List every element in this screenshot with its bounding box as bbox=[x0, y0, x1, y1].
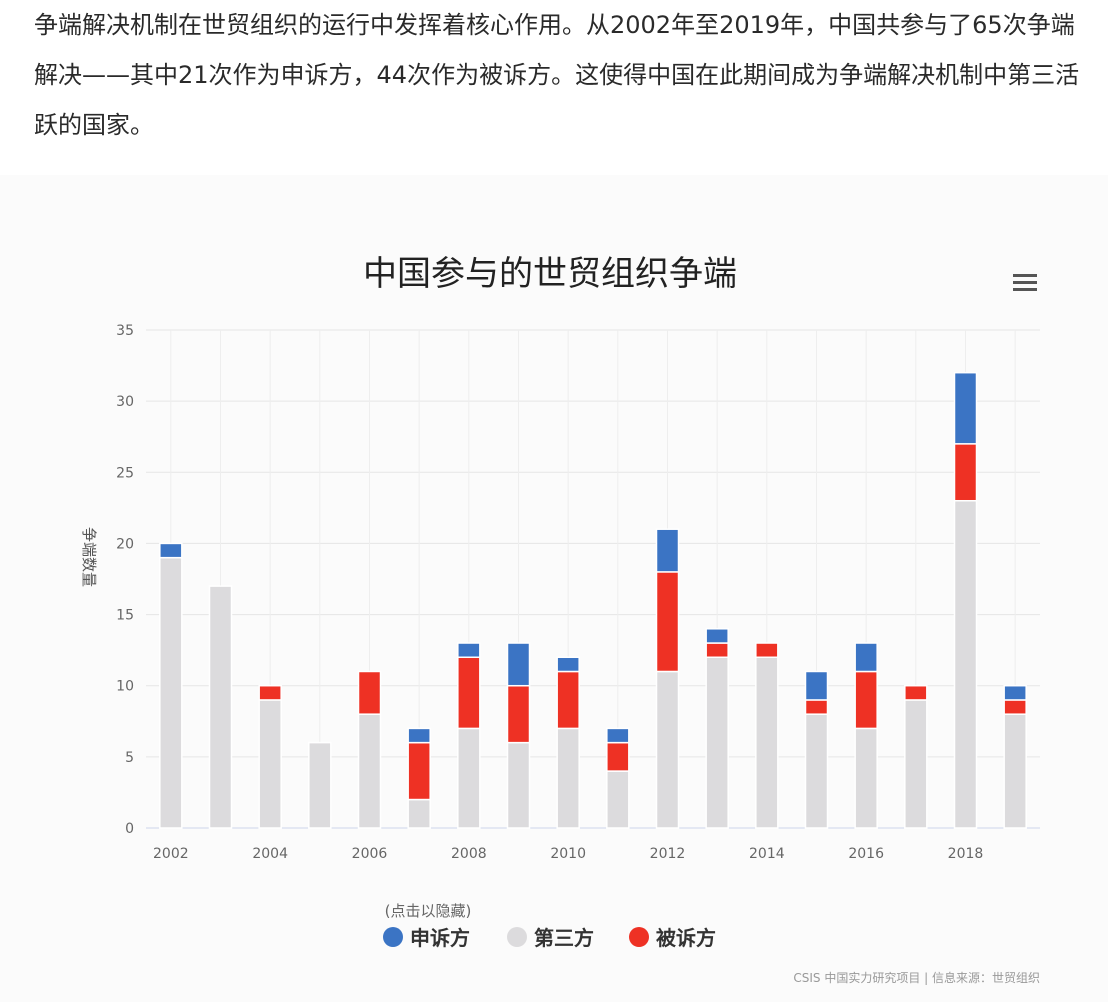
respondent-bar[interactable] bbox=[606, 741, 630, 772]
intro-paragraph: 争端解决机制在世贸组织的运行中发挥着核心作用。从2002年至2019年，中国共参… bbox=[34, 11, 1080, 139]
complainant-bar[interactable] bbox=[556, 656, 580, 673]
third-party-bar[interactable] bbox=[904, 699, 928, 829]
third-party-bar[interactable] bbox=[1003, 713, 1027, 829]
respondent-bar[interactable] bbox=[655, 571, 680, 673]
hamburger-menu-icon[interactable] bbox=[1013, 274, 1037, 291]
third-party-bar[interactable] bbox=[705, 656, 729, 829]
y-tick-labels: 0 5 10 15 20 25 30 35 bbox=[116, 323, 134, 837]
y-axis-label: 争端数量 bbox=[80, 527, 98, 587]
x-tick-label: 2012 bbox=[650, 846, 686, 862]
respondent-bar[interactable] bbox=[357, 670, 382, 715]
respondent-bar[interactable] bbox=[1003, 699, 1027, 715]
y-tick-label: 30 bbox=[116, 394, 134, 410]
respondent-bar[interactable] bbox=[804, 699, 829, 715]
legend-marker bbox=[507, 927, 527, 947]
legend-item-complainant[interactable]: 申诉方 bbox=[383, 926, 470, 950]
legend-label: 申诉方 bbox=[410, 926, 470, 950]
x-tick-labels: 2002 2004 2006 2008 2010 2012 2014 2016 2018 bbox=[153, 846, 983, 862]
third-party-bar[interactable] bbox=[606, 770, 630, 829]
third-party-bar[interactable] bbox=[854, 727, 878, 829]
y-tick-label: 10 bbox=[116, 679, 134, 695]
legend-marker bbox=[383, 927, 403, 947]
complainant-bar[interactable] bbox=[1003, 684, 1027, 701]
complainant-bar[interactable] bbox=[606, 727, 630, 744]
y-tick-label: 25 bbox=[116, 465, 134, 481]
complainant-bar[interactable] bbox=[407, 727, 431, 744]
x-tick-label: 2008 bbox=[451, 846, 487, 862]
complainant-bar[interactable] bbox=[854, 642, 878, 673]
complainant-bar[interactable] bbox=[457, 642, 481, 659]
third-party-bar[interactable] bbox=[208, 585, 233, 829]
legend-item-respondent[interactable]: 被诉方 bbox=[629, 926, 716, 950]
third-party-bar[interactable] bbox=[308, 741, 332, 829]
third-party-bar[interactable] bbox=[804, 713, 829, 829]
respondent-bar[interactable] bbox=[904, 684, 928, 701]
legend-item-third-party[interactable]: 第三方 bbox=[507, 926, 594, 950]
respondent-bar[interactable] bbox=[506, 684, 531, 744]
third-party-bar[interactable] bbox=[457, 727, 481, 829]
respondent-bar[interactable] bbox=[755, 642, 779, 659]
chart-title: 中国参与的世贸组织争端 bbox=[363, 254, 737, 294]
third-party-bar[interactable] bbox=[556, 727, 580, 829]
y-tick-label: 20 bbox=[116, 536, 134, 552]
x-tick-label: 2014 bbox=[749, 846, 785, 862]
complainant-bar[interactable] bbox=[506, 642, 531, 687]
complainant-bar[interactable] bbox=[804, 670, 829, 701]
y-tick-label: 0 bbox=[125, 821, 134, 837]
x-tick-label: 2002 bbox=[153, 846, 189, 862]
respondent-bar[interactable] bbox=[457, 656, 481, 730]
chart-container: 中国参与的世贸组织争端 0 5 10 15 20 25 30 35 2002 2004 2006 2… bbox=[0, 175, 1108, 1002]
third-party-bar[interactable] bbox=[953, 499, 978, 829]
x-tick-label: 2018 bbox=[948, 846, 984, 862]
third-party-bar[interactable] bbox=[407, 798, 431, 829]
legend-marker bbox=[629, 927, 649, 947]
source-credit: CSIS 中国实力研究项目 | 信息来源：世贸组织 bbox=[793, 970, 1040, 985]
y-tick-label: 15 bbox=[116, 608, 134, 624]
y-tick-label: 35 bbox=[116, 323, 134, 339]
complainant-bar[interactable] bbox=[705, 628, 729, 644]
legend-label: 被诉方 bbox=[656, 926, 716, 950]
third-party-bar[interactable] bbox=[258, 699, 282, 829]
third-party-bar[interactable] bbox=[755, 656, 779, 829]
x-tick-label: 2004 bbox=[252, 846, 288, 862]
respondent-bar[interactable] bbox=[953, 443, 978, 502]
complainant-bar[interactable] bbox=[953, 371, 978, 445]
legend-hint: (点击以隐藏) bbox=[385, 902, 472, 920]
respondent-bar[interactable] bbox=[258, 684, 282, 701]
x-tick-label: 2010 bbox=[550, 846, 586, 862]
complainant-bar[interactable] bbox=[159, 542, 183, 559]
x-tick-label: 2006 bbox=[352, 846, 388, 862]
x-tick-label: 2016 bbox=[848, 846, 884, 862]
respondent-bar[interactable] bbox=[705, 642, 729, 659]
third-party-bar[interactable] bbox=[357, 713, 382, 829]
complainant-bar[interactable] bbox=[655, 528, 680, 573]
legend-label: 第三方 bbox=[534, 926, 594, 950]
third-party-bar[interactable] bbox=[506, 741, 531, 829]
legend: 申诉方 第三方 被诉方 bbox=[383, 926, 716, 950]
respondent-bar[interactable] bbox=[854, 670, 878, 730]
respondent-bar[interactable] bbox=[556, 670, 580, 730]
bar-layer bbox=[159, 371, 1027, 829]
y-tick-label: 5 bbox=[125, 750, 134, 766]
third-party-bar[interactable] bbox=[159, 556, 183, 829]
respondent-bar[interactable] bbox=[407, 741, 431, 801]
third-party-bar[interactable] bbox=[655, 670, 680, 829]
